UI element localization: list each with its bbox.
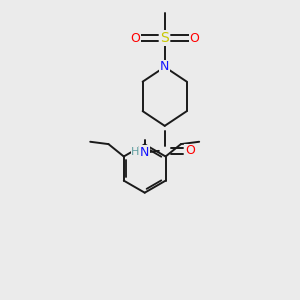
Text: O: O xyxy=(185,144,195,158)
Text: N: N xyxy=(160,61,169,74)
Text: N: N xyxy=(140,146,149,159)
Text: H: H xyxy=(131,147,140,158)
Text: O: O xyxy=(189,32,199,45)
Text: O: O xyxy=(130,32,140,45)
Text: S: S xyxy=(160,31,169,45)
